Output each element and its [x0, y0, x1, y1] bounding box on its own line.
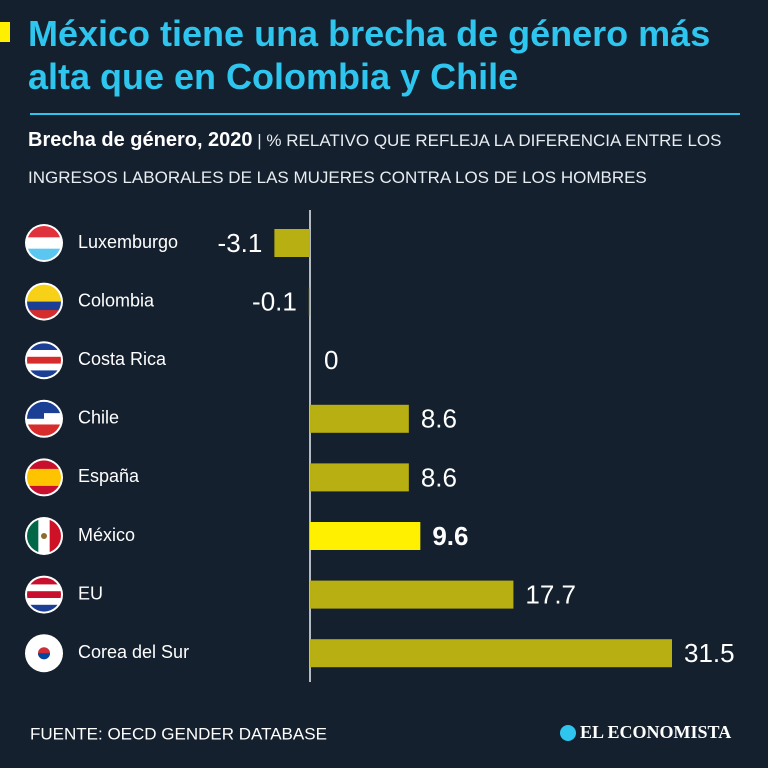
flag-stripe — [27, 248, 61, 260]
flag-canton — [27, 401, 44, 419]
category-label: España — [78, 466, 140, 486]
category-label: México — [78, 525, 135, 545]
flag-stripe — [27, 301, 61, 311]
flag-stripe — [27, 468, 61, 478]
logo: EL ECONOMISTA — [580, 722, 731, 742]
category-label: Luxemburgo — [78, 232, 178, 252]
flag-stripe — [27, 343, 61, 351]
flag-stripe — [27, 577, 61, 585]
flag-stripe — [27, 519, 39, 553]
flag-stripe — [27, 350, 61, 358]
source: FUENTE: OECD GENDER DATABASE — [30, 724, 327, 743]
bar — [274, 229, 310, 257]
value-label: -0.1 — [252, 286, 297, 316]
flag-stripe — [27, 424, 61, 436]
flag-stripe — [27, 598, 61, 606]
value-label: -3.1 — [218, 228, 263, 258]
category-label: Costa Rica — [78, 349, 167, 369]
logo-icon — [560, 725, 576, 741]
flag-stripe — [27, 591, 61, 599]
flag-stripe — [27, 310, 61, 319]
bar — [310, 404, 409, 433]
subtitle: | % RELATIVO QUE REFLEJA LA DIFERENCIA E… — [28, 131, 722, 187]
subtitle-label: Brecha de género, 2020 — [28, 129, 253, 151]
category-label: Chile — [78, 408, 119, 428]
flag-stripe — [27, 477, 61, 487]
bar — [310, 463, 409, 492]
flag-stripe — [27, 485, 61, 495]
flag-stripe — [27, 284, 61, 294]
flag-stripe — [27, 356, 61, 365]
flag-emblem — [41, 533, 47, 539]
flag-stripe — [27, 237, 61, 250]
bar — [310, 580, 514, 609]
value-label: 8.6 — [421, 404, 457, 434]
category-label: Corea del Sur — [78, 642, 189, 662]
flag-stripe — [27, 293, 61, 303]
bar — [310, 639, 672, 668]
flag-stripe — [27, 226, 61, 238]
value-label: 31.5 — [684, 638, 735, 668]
flag-stripe — [27, 363, 61, 371]
subtitle-block: Brecha de género, 2020 | % RELATIVO QUE … — [28, 122, 748, 196]
category-label: Colombia — [78, 290, 155, 310]
value-label: 17.7 — [525, 579, 576, 609]
flag-stripe — [27, 604, 61, 612]
flag-emblem — [38, 653, 50, 660]
flag-stripe — [27, 584, 61, 592]
chart-title: México tiene una brecha de género más al… — [28, 13, 711, 97]
value-label: 0 — [324, 345, 338, 375]
value-label: 9.6 — [432, 521, 468, 551]
flag-stripe — [27, 413, 61, 425]
accent — [0, 22, 10, 42]
flag-stripe — [27, 460, 61, 470]
bar — [310, 522, 421, 550]
flag-stripe — [27, 370, 61, 378]
value-label: 8.6 — [421, 462, 457, 492]
category-label: EU — [78, 583, 103, 603]
bar — [308, 287, 310, 316]
flag-stripe — [49, 519, 61, 553]
